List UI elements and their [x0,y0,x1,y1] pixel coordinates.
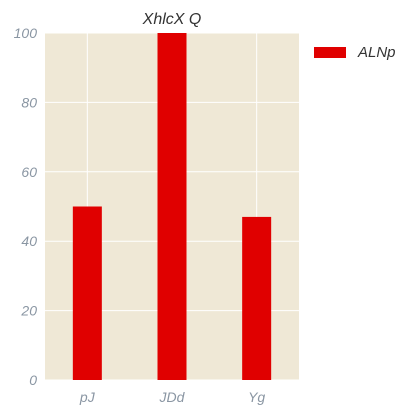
y-tick-label: 60 [21,164,37,180]
x-tick-labels: pJ JDd Yg [79,389,266,405]
x-tick-label: JDd [159,389,186,405]
x-tick-label: pJ [79,389,96,405]
y-tick-label: 80 [21,94,37,110]
y-tick-label: 0 [29,372,37,388]
legend-label: ALNp [357,44,396,61]
y-tick-label: 40 [21,233,37,249]
y-tick-labels: 0 20 40 60 80 100 [14,25,38,388]
y-tick-label: 100 [14,25,38,41]
x-tick-label: Yg [248,389,265,405]
bar-Yg [242,216,272,380]
legend: ALNp [314,44,396,61]
bar-pJ [72,206,102,380]
bar-JDd [157,33,187,380]
chart-title: XhlcX Q [142,11,202,28]
y-tick-label: 20 [20,303,37,319]
legend-swatch [314,47,346,58]
bars [72,33,272,380]
